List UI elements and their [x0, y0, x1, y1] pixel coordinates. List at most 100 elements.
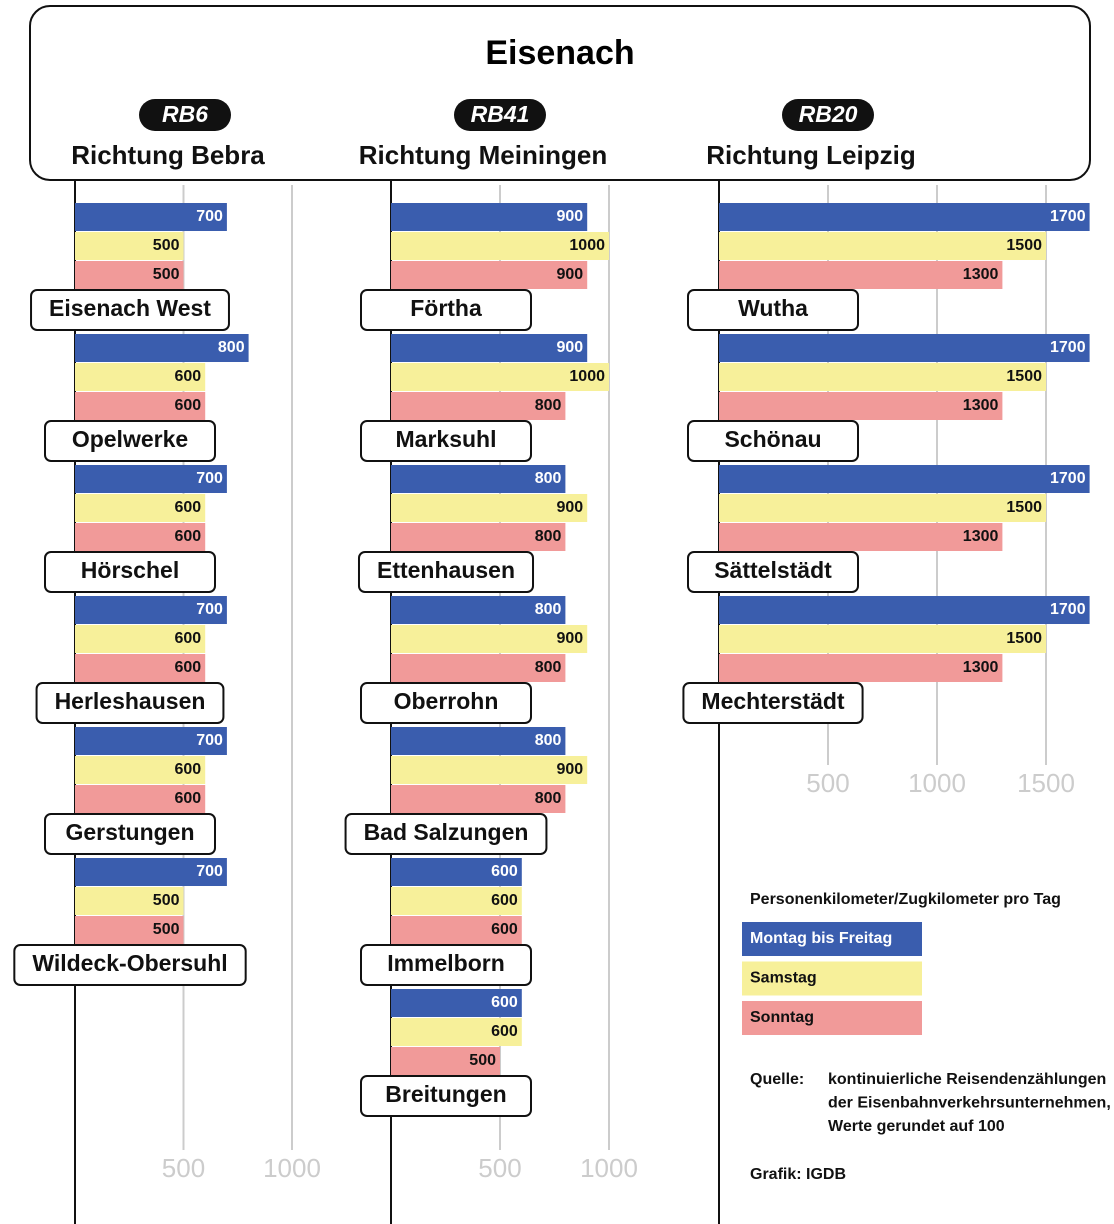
bar	[75, 727, 227, 755]
bar	[75, 392, 206, 420]
value-label: 800	[535, 470, 562, 487]
value-label: 800	[535, 732, 562, 749]
station-box	[360, 944, 532, 986]
legend-title: Personenkilometer/Zugkilometer pro Tag	[750, 891, 1061, 908]
value-label: 900	[556, 499, 583, 516]
bar	[75, 363, 206, 391]
bar	[391, 465, 566, 493]
value-label: 1500	[1006, 368, 1042, 385]
station-label: Gerstungen	[65, 819, 194, 845]
value-label: 600	[491, 892, 518, 909]
bar	[391, 785, 566, 813]
station-label: Bad Salzungen	[364, 819, 529, 845]
station-label: Oberrohn	[394, 688, 499, 714]
value-label: 1000	[569, 368, 605, 385]
value-label: 500	[153, 921, 180, 938]
bar	[391, 261, 588, 289]
station-box	[360, 420, 532, 462]
bar	[719, 465, 1090, 493]
value-label: 500	[153, 892, 180, 909]
value-label: 1500	[1006, 499, 1042, 516]
value-label: 1500	[1006, 630, 1042, 647]
bar	[719, 523, 1003, 551]
station-box	[13, 944, 247, 986]
station-label: Marksuhl	[396, 426, 497, 452]
station-box	[30, 289, 230, 331]
bar	[75, 625, 206, 653]
value-label: 600	[174, 499, 201, 516]
bar	[391, 596, 566, 624]
bar	[719, 334, 1090, 362]
legend-swatch	[742, 961, 922, 996]
station-label: Ettenhausen	[377, 557, 515, 583]
bar	[75, 261, 184, 289]
value-label: 1000	[569, 237, 605, 254]
bar	[719, 654, 1003, 682]
bar	[391, 858, 522, 886]
value-label: 1700	[1050, 339, 1086, 356]
bar	[75, 887, 184, 915]
value-label: 900	[556, 339, 583, 356]
value-label: 800	[535, 601, 562, 618]
line-badge	[782, 99, 874, 131]
value-label: 700	[196, 601, 223, 618]
bar	[719, 596, 1090, 624]
station-box	[360, 682, 532, 724]
bar	[391, 334, 588, 362]
x-tick-label: 500	[478, 1153, 521, 1183]
station-label: Wildeck-Obersuhl	[32, 950, 227, 976]
line-name: RB20	[799, 101, 858, 127]
station-box	[682, 682, 864, 724]
bar	[391, 1018, 522, 1046]
value-label: 600	[491, 921, 518, 938]
bar	[391, 523, 566, 551]
bar	[391, 756, 588, 784]
value-label: 700	[196, 732, 223, 749]
value-label: 800	[535, 397, 562, 414]
station-label: Wutha	[738, 295, 808, 321]
bar	[75, 858, 227, 886]
direction: Richtung Bebra	[71, 140, 265, 170]
value-label: 500	[153, 237, 180, 254]
legend-swatch	[742, 1001, 922, 1035]
station-box	[44, 420, 216, 462]
bar	[719, 363, 1046, 391]
value-label: 500	[153, 266, 180, 283]
bar	[391, 654, 566, 682]
bar	[719, 625, 1046, 653]
x-tick-label: 1000	[908, 768, 966, 798]
bar	[391, 916, 522, 944]
value-label: 1300	[963, 659, 999, 676]
bar	[75, 494, 206, 522]
value-label: 800	[535, 528, 562, 545]
line-name: RB6	[162, 101, 208, 127]
station-box	[360, 1075, 532, 1117]
bar	[75, 334, 249, 362]
source-text: Werte gerundet auf 100	[828, 1118, 1005, 1135]
value-label: 600	[491, 994, 518, 1011]
bar	[391, 232, 609, 260]
value-label: 900	[556, 208, 583, 225]
legend-label: Sonntag	[750, 1009, 814, 1026]
value-label: 700	[196, 208, 223, 225]
value-label: 600	[491, 1023, 518, 1040]
credit: Grafik: IGDB	[750, 1166, 846, 1183]
value-label: 900	[556, 266, 583, 283]
station-box	[687, 551, 859, 593]
value-label: 700	[196, 863, 223, 880]
station-label: Förtha	[410, 295, 482, 321]
bar	[391, 363, 609, 391]
bar	[719, 261, 1003, 289]
bar	[75, 203, 227, 231]
value-label: 1700	[1050, 470, 1086, 487]
value-label: 1300	[963, 266, 999, 283]
station-label: Sättelstädt	[714, 557, 832, 583]
value-label: 1300	[963, 397, 999, 414]
value-label: 800	[535, 790, 562, 807]
value-label: 1300	[963, 528, 999, 545]
station-label: Mechterstädt	[701, 688, 844, 714]
source-text: kontinuierliche Reisendenzählungen	[828, 1071, 1106, 1088]
value-label: 600	[174, 630, 201, 647]
